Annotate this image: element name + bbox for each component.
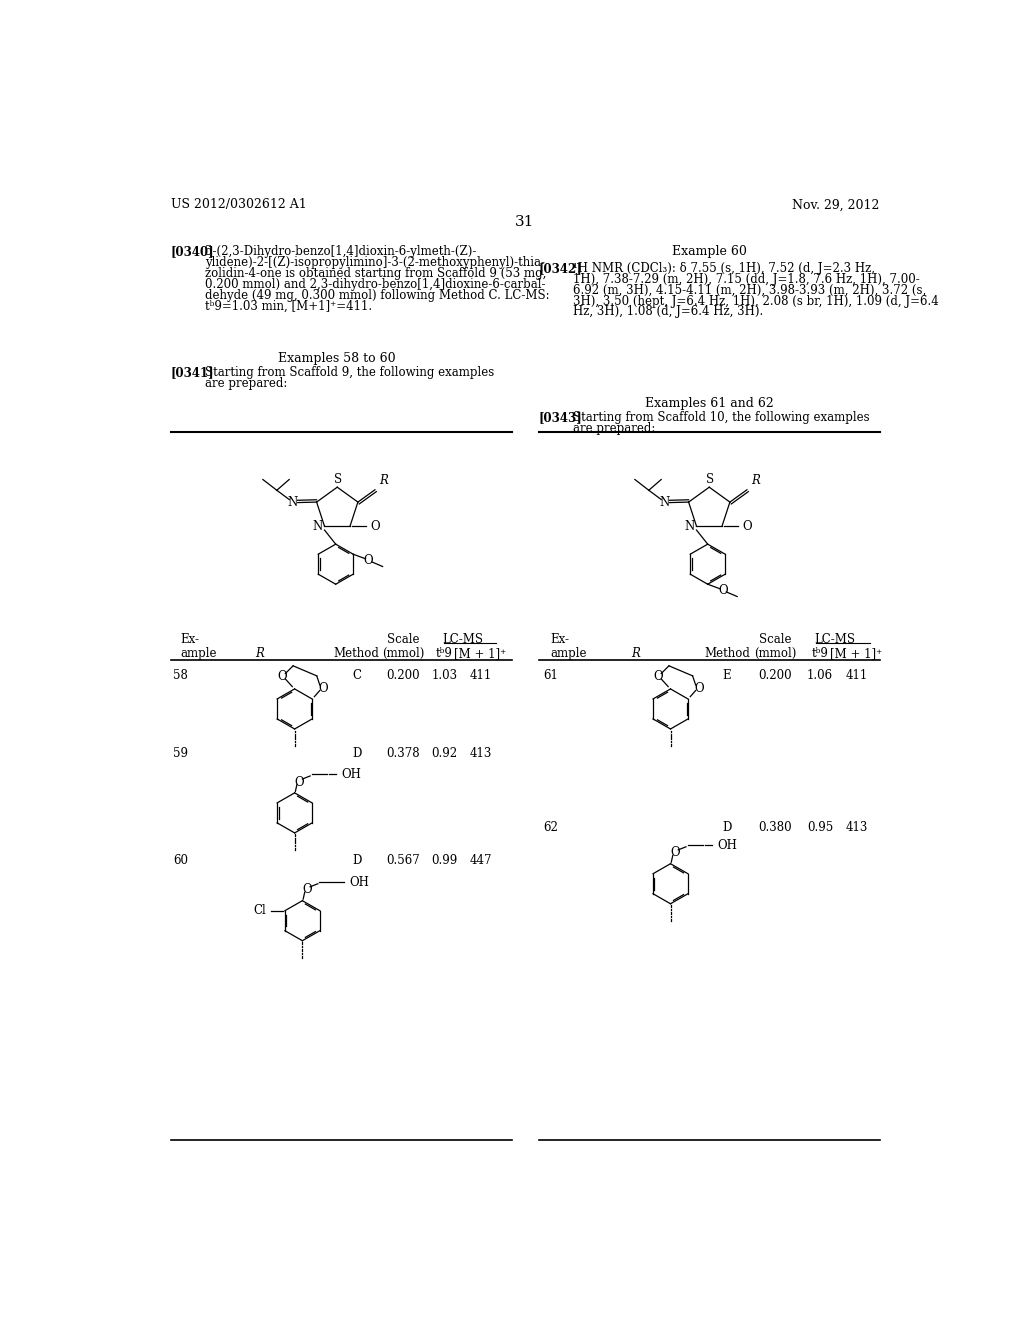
Text: [M + 1]⁺: [M + 1]⁺ — [830, 647, 883, 660]
Text: O: O — [278, 671, 287, 684]
Text: 6.92 (m, 3H), 4.15-4.11 (m, 2H), 3.98-3.93 (m, 2H), 3.72 (s,: 6.92 (m, 3H), 4.15-4.11 (m, 2H), 3.98-3.… — [572, 284, 926, 297]
Text: ample: ample — [180, 647, 217, 660]
Text: 1.03: 1.03 — [431, 669, 458, 682]
Text: tᵇ9: tᵇ9 — [436, 647, 453, 660]
Text: Examples 58 to 60: Examples 58 to 60 — [279, 352, 396, 366]
Text: O: O — [671, 846, 680, 859]
Text: 413: 413 — [846, 821, 867, 834]
Text: Method: Method — [334, 647, 380, 660]
Text: (mmol): (mmol) — [382, 647, 424, 660]
Text: 61: 61 — [543, 669, 558, 682]
Text: 0.378: 0.378 — [386, 747, 420, 760]
Text: 5-(2,3-Dihydro-benzo[1,4]dioxin-6-ylmeth-(Z)-: 5-(2,3-Dihydro-benzo[1,4]dioxin-6-ylmeth… — [205, 246, 476, 259]
Text: 0.92: 0.92 — [431, 747, 458, 760]
Text: 447: 447 — [469, 854, 492, 867]
Text: US 2012/0302612 A1: US 2012/0302612 A1 — [171, 198, 306, 211]
Text: R: R — [631, 647, 640, 660]
Text: O: O — [302, 883, 312, 896]
Text: 413: 413 — [469, 747, 492, 760]
Text: Nov. 29, 2012: Nov. 29, 2012 — [793, 198, 880, 211]
Text: D: D — [352, 747, 361, 760]
Text: R: R — [379, 474, 388, 487]
Text: 59: 59 — [173, 747, 188, 760]
Text: O: O — [295, 776, 304, 788]
Text: C: C — [352, 669, 361, 682]
Text: N: N — [685, 520, 695, 533]
Text: O: O — [742, 520, 752, 533]
Text: O: O — [694, 681, 703, 694]
Text: 58: 58 — [173, 669, 188, 682]
Text: 0.95: 0.95 — [807, 821, 834, 834]
Text: 0.99: 0.99 — [431, 854, 458, 867]
Text: 0.200: 0.200 — [386, 669, 420, 682]
Text: LC-MS: LC-MS — [814, 634, 855, 647]
Text: 411: 411 — [846, 669, 867, 682]
Text: O: O — [653, 671, 663, 684]
Text: 1.06: 1.06 — [807, 669, 834, 682]
Text: O: O — [318, 681, 328, 694]
Text: OH: OH — [717, 838, 737, 851]
Text: [0340]: [0340] — [171, 246, 214, 259]
Text: Scale: Scale — [759, 634, 792, 647]
Text: 31: 31 — [515, 215, 535, 228]
Text: 0.200: 0.200 — [759, 669, 792, 682]
Text: Starting from Scaffold 9, the following examples: Starting from Scaffold 9, the following … — [205, 367, 494, 379]
Text: 3H), 3.50 (hept, J=6.4 Hz, 1H), 2.08 (s br, 1H), 1.09 (d, J=6.4: 3H), 3.50 (hept, J=6.4 Hz, 1H), 2.08 (s … — [572, 294, 939, 308]
Text: [0341]: [0341] — [171, 367, 214, 379]
Text: 0.200 mmol) and 2,3-dihydro-benzo[1,4]dioxine-6-carbal-: 0.200 mmol) and 2,3-dihydro-benzo[1,4]di… — [205, 277, 545, 290]
Text: O: O — [370, 520, 380, 533]
Text: 62: 62 — [543, 821, 558, 834]
Text: Ex-: Ex- — [180, 634, 200, 647]
Text: N: N — [659, 496, 670, 510]
Text: E: E — [723, 669, 731, 682]
Text: S: S — [334, 474, 342, 487]
Text: D: D — [722, 821, 732, 834]
Text: dehyde (49 mg, 0.300 mmol) following Method C. LC-MS:: dehyde (49 mg, 0.300 mmol) following Met… — [205, 289, 549, 301]
Text: tᵇ9: tᵇ9 — [812, 647, 828, 660]
Text: 411: 411 — [469, 669, 492, 682]
Text: ample: ample — [550, 647, 587, 660]
Text: [0342]: [0342] — [539, 263, 583, 276]
Text: 1H), 7.38-7.29 (m, 2H), 7.15 (dd, J=1.8, 7.6 Hz, 1H), 7.00-: 1H), 7.38-7.29 (m, 2H), 7.15 (dd, J=1.8,… — [572, 273, 920, 286]
Text: Starting from Scaffold 10, the following examples: Starting from Scaffold 10, the following… — [572, 411, 869, 424]
Text: OH: OH — [349, 875, 369, 888]
Text: (mmol): (mmol) — [754, 647, 797, 660]
Text: Scale: Scale — [387, 634, 420, 647]
Text: Cl: Cl — [254, 904, 266, 917]
Text: D: D — [352, 854, 361, 867]
Text: tᵇ9=1.03 min, [M+1]⁺=411.: tᵇ9=1.03 min, [M+1]⁺=411. — [205, 300, 372, 313]
Text: R: R — [255, 647, 264, 660]
Text: 0.567: 0.567 — [386, 854, 420, 867]
Text: N: N — [287, 496, 297, 510]
Text: Ex-: Ex- — [550, 634, 569, 647]
Text: Example 60: Example 60 — [672, 246, 746, 259]
Text: are prepared:: are prepared: — [205, 378, 287, 391]
Text: N: N — [312, 520, 323, 533]
Text: zolidin-4-one is obtained starting from Scaffold 9 (53 mg,: zolidin-4-one is obtained starting from … — [205, 267, 546, 280]
Text: ¹H NMR (CDCl₃): δ 7.55 (s, 1H), 7.52 (d, J=2.3 Hz,: ¹H NMR (CDCl₃): δ 7.55 (s, 1H), 7.52 (d,… — [572, 263, 874, 276]
Text: S: S — [706, 474, 714, 487]
Text: Method: Method — [705, 647, 750, 660]
Text: OH: OH — [341, 768, 361, 781]
Text: ylidene)-2-[(Z)-isopropylimino]-3-(2-methoxyphenyl)-thia-: ylidene)-2-[(Z)-isopropylimino]-3-(2-met… — [205, 256, 545, 269]
Text: Hz, 3H), 1.08 (d, J=6.4 Hz, 3H).: Hz, 3H), 1.08 (d, J=6.4 Hz, 3H). — [572, 305, 763, 318]
Text: [M + 1]⁺: [M + 1]⁺ — [455, 647, 507, 660]
Text: O: O — [719, 583, 728, 597]
Text: 60: 60 — [173, 854, 188, 867]
Text: O: O — [364, 554, 374, 566]
Text: are prepared:: are prepared: — [572, 422, 655, 434]
Text: LC-MS: LC-MS — [442, 634, 483, 647]
Text: [0343]: [0343] — [539, 411, 583, 424]
Text: Examples 61 and 62: Examples 61 and 62 — [645, 397, 773, 411]
Text: 0.380: 0.380 — [759, 821, 792, 834]
Text: R: R — [751, 474, 760, 487]
